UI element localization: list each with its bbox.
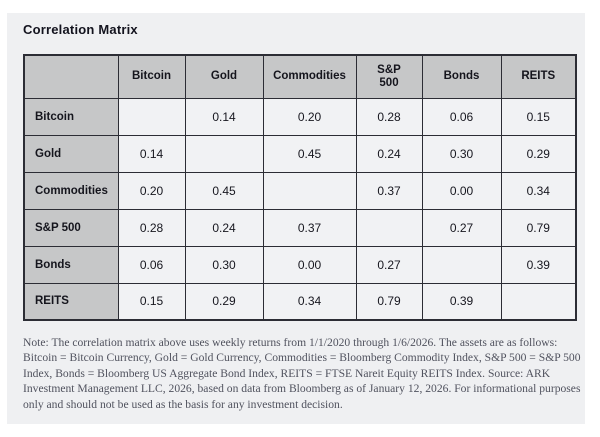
table-row: Gold 0.14 0.45 0.24 0.30 0.29: [23, 134, 577, 173]
matrix-cell: [184, 134, 264, 173]
col-header-sp500: S&P 500: [355, 54, 423, 99]
matrix-cell: 0.29: [500, 134, 577, 173]
matrix-cell: [421, 245, 502, 284]
matrix-cell: [117, 97, 186, 136]
col-header-bitcoin: Bitcoin: [117, 54, 186, 99]
matrix-cell: 0.14: [117, 134, 186, 173]
matrix-cell: 0.24: [355, 134, 423, 173]
row-label-gold: Gold: [23, 134, 119, 173]
matrix-cell: 0.20: [117, 171, 186, 210]
matrix-cell: 0.37: [355, 171, 423, 210]
matrix-cell: [262, 171, 357, 210]
matrix-cell: 0.28: [355, 97, 423, 136]
table-row: Bitcoin 0.14 0.20 0.28 0.06 0.15: [23, 97, 577, 136]
matrix-cell: 0.20: [262, 97, 357, 136]
header-row: Bitcoin Gold Commodities S&P 500 Bonds R…: [23, 54, 577, 99]
matrix-cell: 0.39: [421, 282, 502, 321]
col-header-bonds: Bonds: [421, 54, 502, 99]
matrix-cell: [355, 208, 423, 247]
matrix-cell: 0.45: [184, 171, 264, 210]
matrix-cell: 0.30: [421, 134, 502, 173]
matrix-cell: 0.06: [421, 97, 502, 136]
row-label-reits: REITS: [23, 282, 119, 321]
matrix-cell: 0.79: [500, 208, 577, 247]
matrix-cell: 0.29: [184, 282, 264, 321]
footnote-text: Note: The correlation matrix above uses …: [23, 336, 581, 411]
matrix-cell: 0.06: [117, 245, 186, 284]
matrix-cell: 0.15: [117, 282, 186, 321]
matrix-cell: 0.00: [262, 245, 357, 284]
col-header-commodities: Commodities: [262, 54, 357, 99]
row-label-bitcoin: Bitcoin: [23, 97, 119, 136]
row-label-sp500: S&P 500: [23, 208, 119, 247]
matrix-cell: 0.14: [184, 97, 264, 136]
matrix-cell: 0.15: [500, 97, 577, 136]
table-row: Commodities 0.20 0.45 0.37 0.00 0.34: [23, 171, 577, 210]
page-title: Correlation Matrix: [23, 22, 138, 37]
matrix-cell: 0.24: [184, 208, 264, 247]
matrix-cell: 0.00: [421, 171, 502, 210]
row-label-commodities: Commodities: [23, 171, 119, 210]
matrix-cell: 0.79: [355, 282, 423, 321]
corner-cell: [23, 54, 119, 99]
table-row: Bonds 0.06 0.30 0.00 0.27 0.39: [23, 245, 577, 284]
matrix-cell: 0.45: [262, 134, 357, 173]
correlation-matrix-table: Bitcoin Gold Commodities S&P 500 Bonds R…: [23, 54, 577, 321]
col-header-gold: Gold: [184, 54, 264, 99]
figure-panel: Correlation Matrix Bitcoin Gold Commodit…: [7, 13, 585, 424]
matrix-cell: 0.34: [500, 171, 577, 210]
row-label-bonds: Bonds: [23, 245, 119, 284]
matrix-cell: 0.34: [262, 282, 357, 321]
matrix-cell: 0.37: [262, 208, 357, 247]
table-row: REITS 0.15 0.29 0.34 0.79 0.39: [23, 282, 577, 321]
matrix-cell: 0.28: [117, 208, 186, 247]
matrix-cell: 0.27: [355, 245, 423, 284]
matrix-cell: 0.30: [184, 245, 264, 284]
matrix-cell: 0.27: [421, 208, 502, 247]
matrix-cell: [500, 282, 577, 321]
matrix-cell: 0.39: [500, 245, 577, 284]
col-header-reits: REITS: [500, 54, 577, 99]
table-row: S&P 500 0.28 0.24 0.37 0.27 0.79: [23, 208, 577, 247]
